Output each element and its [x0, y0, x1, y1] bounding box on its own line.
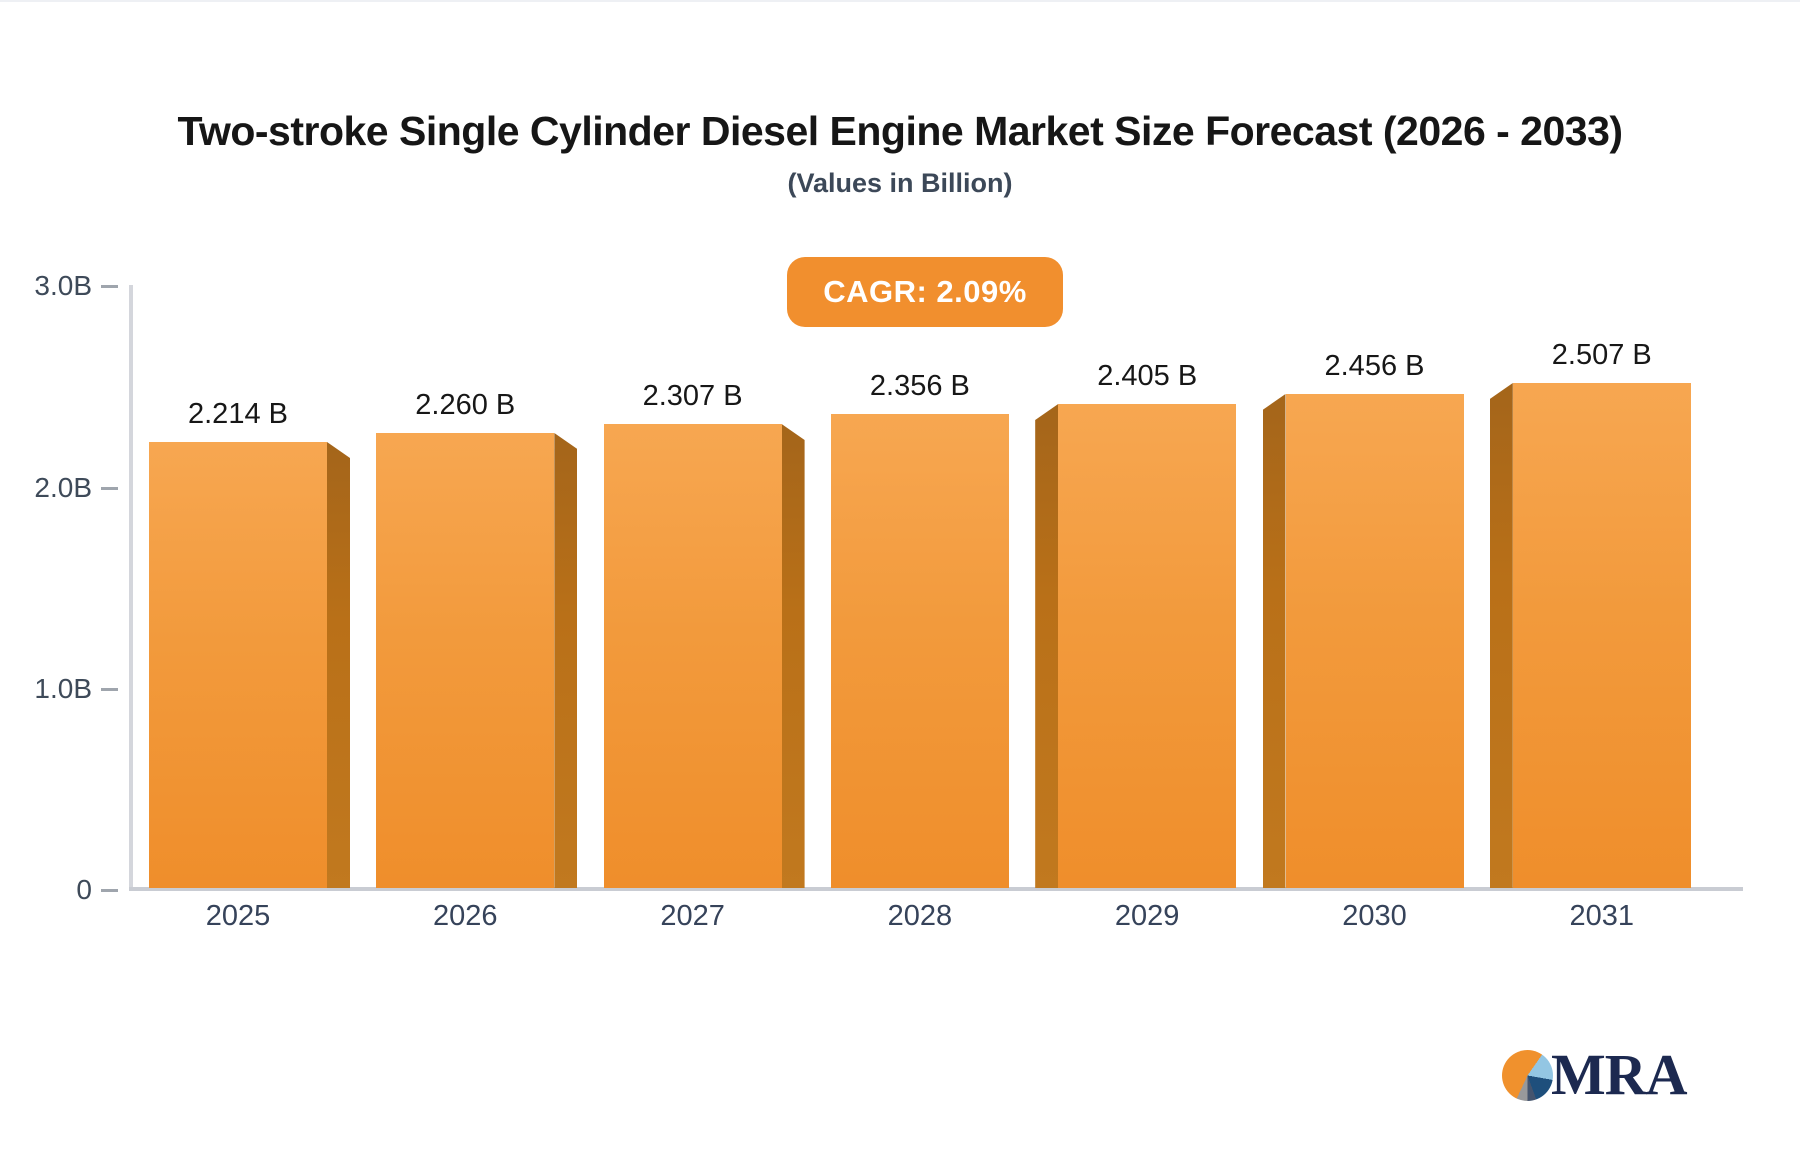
mra-logo-text: MRA: [1551, 1042, 1688, 1107]
cagr-badge[interactable]: CAGR: 2.09%: [787, 257, 1063, 327]
bar-3d-side-2029: [1035, 404, 1059, 888]
bar-value-label-2028: 2.356 B: [869, 370, 970, 402]
bar-3d-side-2025: [327, 442, 350, 888]
bar-value-label-2026: 2.260 B: [415, 389, 516, 421]
bar-3d-side-2027: [781, 424, 805, 888]
chart-subtitle: (Values in Billion): [787, 168, 1013, 198]
y-tick-mark-3b: [101, 285, 118, 288]
x-axis-label-2028: 2028: [887, 900, 953, 932]
bar-3d-side-2026: [554, 433, 578, 888]
x-axis-label-2026: 2026: [433, 900, 498, 932]
x-axis-label-2030: 2030: [1342, 900, 1407, 932]
x-axis-label-2027: 2027: [660, 900, 725, 932]
bar-2025[interactable]: [149, 442, 327, 888]
bar-2030[interactable]: [1285, 394, 1464, 888]
bar-value-label-2029: 2.405 B: [1097, 360, 1198, 392]
bar-value-label-2030: 2.456 B: [1324, 350, 1425, 382]
chart-title: Two-stroke Single Cylinder Diesel Engine…: [177, 108, 1623, 154]
x-axis-label-2029: 2029: [1114, 900, 1180, 932]
bar-2031[interactable]: [1512, 383, 1691, 888]
mra-logo-pie-icon: [1502, 1049, 1553, 1101]
bar-3d-side-2030: [1262, 394, 1286, 888]
y-tick-mark-2b: [101, 487, 118, 490]
bar-value-label-2025: 2.214 B: [188, 398, 288, 430]
y-tick-label-1b: 1.0B: [34, 673, 92, 704]
bar-2029[interactable]: [1058, 404, 1237, 888]
y-tick-label-3b: 3.0B: [34, 270, 92, 301]
y-tick-label-2b: 2.0B: [34, 472, 92, 503]
bar-value-label-2027: 2.307 B: [642, 380, 743, 412]
y-axis-line: [129, 285, 133, 891]
x-axis-label-2025: 2025: [205, 900, 271, 932]
y-tick-mark-1b: [101, 688, 118, 691]
x-axis-label-2031: 2031: [1569, 900, 1635, 932]
mra-logo: MRA: [1502, 1036, 1688, 1114]
y-tick-label-0: 0: [76, 874, 92, 905]
x-axis-line: [129, 887, 1743, 891]
bar-2026[interactable]: [376, 433, 555, 888]
bar-value-label-2031: 2.507 B: [1551, 339, 1652, 371]
bar-3d-side-2031: [1489, 383, 1513, 888]
bar-2027[interactable]: [603, 424, 782, 888]
bar-2028[interactable]: [830, 414, 1009, 888]
y-tick-mark-0: [101, 889, 118, 892]
